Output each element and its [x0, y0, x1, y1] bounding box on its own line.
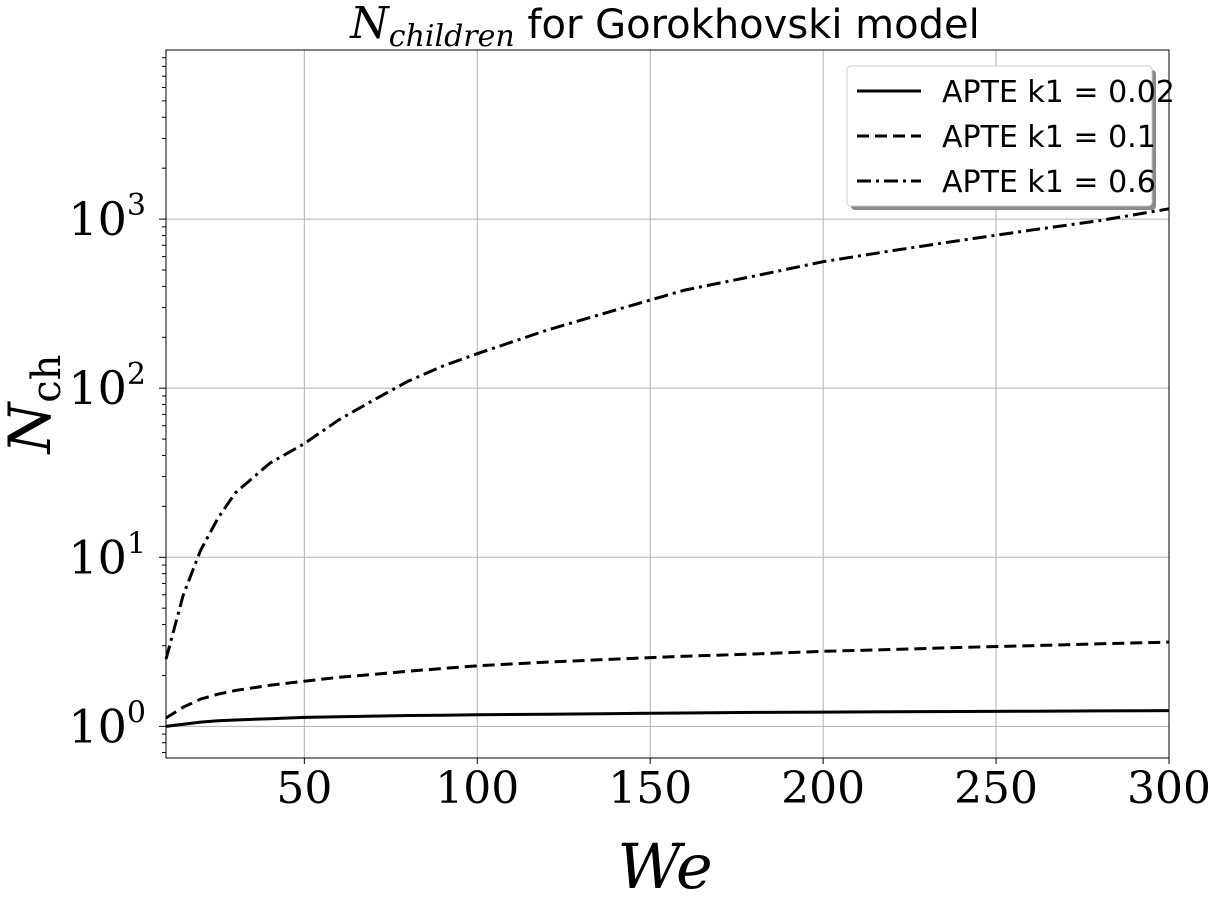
y-tick-exp: 2	[127, 357, 146, 392]
y-axis-label-sub: ch	[24, 355, 70, 403]
series-line-1	[165, 709, 1170, 728]
title-math-base: N	[349, 0, 390, 49]
legend-box	[846, 65, 1153, 207]
y-tick-base: 10	[68, 361, 127, 415]
x-tick-label: 50	[276, 763, 332, 814]
x-tick-label: 150	[608, 763, 692, 814]
x-tick-label: 100	[435, 763, 519, 814]
x-tick-label: 250	[954, 763, 1038, 814]
title-math-sub: children	[389, 19, 515, 54]
y-tick-label: 100	[68, 695, 146, 753]
series-line-3	[164, 207, 1170, 660]
title-text: for Gorokhovski model	[515, 2, 980, 48]
plot-frame	[165, 49, 1170, 759]
axis-ticks	[159, 57, 1170, 764]
legend-label-1: APTE k1 = 0.02	[942, 75, 1175, 110]
y-tick-base: 10	[68, 192, 127, 246]
y-tick-label: 102	[68, 357, 146, 415]
y-tick-exp: 1	[127, 526, 146, 561]
x-tick-labels: 50 100 150 200 250 300	[276, 763, 1210, 814]
series-lines	[164, 207, 1170, 728]
legend: APTE k1 = 0.02 APTE k1 = 0.1 APTE k1 = 0.6	[846, 65, 1175, 210]
x-tick-label: 200	[781, 763, 865, 814]
x-tick-label: 300	[1127, 763, 1210, 814]
y-tick-exp: 3	[127, 188, 146, 223]
series-line-2	[165, 640, 1170, 720]
y-tick-exp: 0	[127, 695, 146, 730]
y-tick-label: 103	[68, 188, 146, 246]
legend-label-3: APTE k1 = 0.6	[942, 165, 1156, 200]
y-tick-label: 101	[68, 526, 146, 584]
y-tick-base: 10	[68, 530, 127, 584]
chart-title: Nchildren for Gorokhovski model	[349, 0, 979, 54]
y-axis-label: Nch	[0, 355, 70, 456]
legend-entries: APTE k1 = 0.02 APTE k1 = 0.1 APTE k1 = 0.6	[857, 75, 1175, 200]
x-axis-label: We	[617, 830, 712, 903]
y-axis-label-base: N	[0, 400, 64, 455]
legend-label-2: APTE k1 = 0.1	[942, 120, 1156, 155]
y-tick-base: 10	[68, 699, 127, 753]
